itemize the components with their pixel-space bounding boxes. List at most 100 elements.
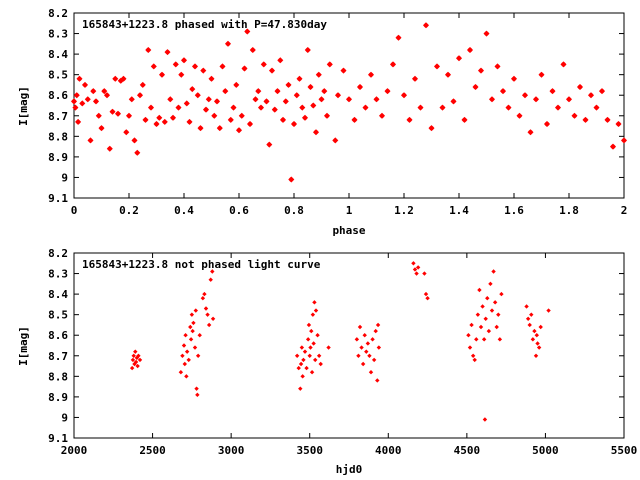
y-tick-label: 8.2 bbox=[48, 247, 68, 260]
data-point bbox=[500, 88, 506, 95]
data-point bbox=[211, 112, 218, 119]
data-point bbox=[269, 67, 275, 74]
data-point bbox=[131, 353, 136, 358]
data-point bbox=[445, 71, 451, 78]
chart-title: 165843+1223.8 phased with P=47.830day bbox=[82, 18, 327, 31]
data-point bbox=[271, 106, 278, 113]
data-point bbox=[332, 137, 339, 144]
data-point bbox=[296, 75, 303, 82]
y-tick-label: 8.8 bbox=[48, 370, 68, 383]
data-point bbox=[313, 129, 319, 136]
data-point bbox=[480, 304, 485, 309]
data-point bbox=[571, 112, 578, 119]
data-point bbox=[137, 357, 143, 363]
data-point bbox=[582, 116, 589, 123]
y-axis-label: I[mag] bbox=[17, 326, 30, 366]
data-point bbox=[412, 75, 418, 82]
x-tick-label: 4000 bbox=[375, 444, 402, 457]
data-point bbox=[315, 71, 322, 78]
y-tick-label: 9 bbox=[61, 411, 68, 424]
data-point bbox=[546, 308, 551, 313]
data-point bbox=[467, 345, 473, 350]
y-tick-label: 8.5 bbox=[48, 309, 68, 322]
data-point bbox=[230, 104, 237, 111]
y-tick-label: 8.7 bbox=[48, 350, 68, 363]
data-point bbox=[470, 353, 476, 358]
data-point bbox=[478, 324, 484, 330]
data-point bbox=[190, 328, 195, 334]
data-point bbox=[474, 337, 479, 342]
data-point bbox=[357, 324, 363, 330]
data-point bbox=[156, 114, 163, 121]
data-point bbox=[186, 118, 193, 125]
data-point bbox=[130, 357, 136, 363]
data-point bbox=[263, 98, 270, 105]
data-point bbox=[98, 125, 105, 132]
data-point bbox=[205, 312, 210, 317]
data-point bbox=[238, 112, 245, 119]
data-point bbox=[247, 121, 253, 127]
data-point bbox=[189, 86, 196, 93]
data-point bbox=[208, 277, 213, 282]
data-point bbox=[208, 75, 215, 82]
unphased-light-curve-panel: 2000 2500 3000 3500 4000 4500 5000 5500 8.2 8.3 8.… bbox=[17, 247, 637, 476]
data-point bbox=[308, 345, 313, 350]
y-tick-label: 9.1 bbox=[48, 192, 68, 205]
data-point bbox=[593, 104, 600, 111]
data-point bbox=[131, 137, 138, 144]
data-point bbox=[132, 361, 137, 367]
data-point bbox=[75, 118, 82, 125]
data-point bbox=[145, 47, 152, 53]
data-point bbox=[588, 92, 594, 99]
data-point bbox=[186, 357, 191, 363]
data-point bbox=[304, 47, 311, 53]
data-point bbox=[544, 121, 550, 127]
data-point bbox=[195, 392, 200, 398]
data-point bbox=[530, 337, 536, 342]
data-point bbox=[467, 47, 473, 53]
data-point bbox=[313, 357, 318, 363]
x-tick-label: 3000 bbox=[218, 444, 245, 457]
data-point bbox=[536, 345, 542, 350]
data-point bbox=[367, 353, 372, 358]
data-point bbox=[483, 30, 490, 37]
data-point bbox=[505, 104, 512, 111]
data-point bbox=[244, 28, 251, 35]
data-point bbox=[376, 345, 382, 350]
plot-frame bbox=[73, 252, 625, 439]
axis-ticks: 2000 2500 3000 3500 4000 4500 5000 5500 8.2 8.3 8.… bbox=[48, 247, 637, 457]
data-point bbox=[439, 104, 446, 111]
chart-title: 165843+1223.8 not phased light curve bbox=[82, 258, 321, 271]
data-point bbox=[535, 341, 540, 346]
data-point bbox=[497, 337, 503, 342]
data-point bbox=[241, 65, 248, 72]
data-point bbox=[428, 125, 435, 132]
data-point bbox=[249, 47, 256, 53]
data-point bbox=[494, 324, 499, 330]
data-point bbox=[184, 349, 190, 354]
data-point bbox=[120, 75, 127, 82]
data-point bbox=[357, 84, 363, 90]
data-point bbox=[225, 40, 231, 47]
data-point bbox=[560, 61, 567, 68]
data-point bbox=[294, 353, 300, 358]
data-point bbox=[566, 96, 572, 103]
data-point bbox=[434, 63, 440, 70]
data-point bbox=[219, 63, 226, 70]
data-point bbox=[302, 114, 308, 121]
data-point bbox=[129, 365, 135, 371]
data-point bbox=[326, 345, 331, 350]
data-point bbox=[258, 104, 264, 111]
data-point bbox=[370, 337, 375, 342]
data-point bbox=[216, 125, 223, 132]
data-point bbox=[481, 337, 487, 342]
data-point bbox=[533, 353, 539, 358]
data-point bbox=[161, 118, 168, 125]
data-point bbox=[298, 361, 304, 367]
x-tick-label: 1.8 bbox=[559, 204, 579, 217]
data-point bbox=[472, 84, 479, 90]
data-point bbox=[466, 333, 471, 338]
data-point bbox=[604, 116, 611, 123]
data-point bbox=[192, 345, 198, 350]
